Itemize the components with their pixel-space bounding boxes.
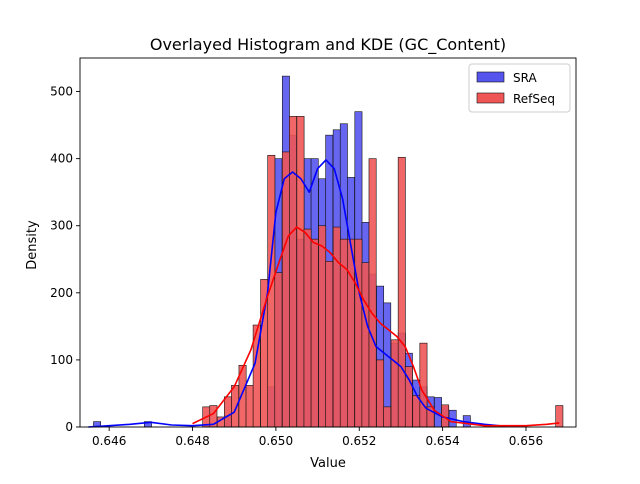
- bar-refseq-6: [245, 385, 254, 428]
- bar-refseq-25: [383, 406, 392, 428]
- bar-refseq-14: [303, 228, 312, 428]
- bar-refseq-11: [281, 151, 290, 428]
- kde-line-sra: [88, 159, 506, 428]
- y-tick-label-0: 0: [65, 420, 73, 434]
- x-tick-label-2: 0.650: [259, 434, 293, 448]
- bar-refseq-10: [274, 272, 283, 428]
- bar-refseq-29: [412, 395, 421, 428]
- y-tick-label-2: 200: [50, 286, 73, 300]
- y-tick-label-3: 300: [50, 219, 73, 233]
- legend-swatch-sra: [476, 71, 505, 83]
- axes-frame: [79, 57, 577, 428]
- bar-refseq-12: [289, 116, 297, 428]
- chart-title: Overlayed Histogram and KDE (GC_Content): [150, 35, 506, 55]
- bar-refseq-17: [325, 260, 334, 428]
- plot-area: 0.646 0.648 0.650 0.652 0.654 0.656 0 100 200 300…: [50, 57, 577, 448]
- bar-refseq-3: [224, 396, 232, 428]
- legend-label-refseq: RefSeq: [513, 92, 555, 106]
- bar-refseq-20: [346, 238, 355, 428]
- legend-label-sra: SRA: [513, 71, 537, 85]
- bar-refseq-21: [354, 238, 363, 428]
- x-tick-label-3: 0.652: [342, 434, 376, 448]
- bar-refseq-24: [376, 359, 385, 428]
- x-tick-label-1: 0.648: [175, 434, 209, 448]
- x-tick-label-5: 0.656: [509, 434, 543, 448]
- legend-swatch-refseq: [476, 92, 505, 104]
- y-axis-label: Density: [25, 220, 40, 270]
- y-tick-label-1: 100: [50, 353, 73, 367]
- bar-refseq-27: [397, 156, 406, 428]
- legend: SRA RefSeq: [468, 63, 571, 113]
- x-tick-label-4: 0.654: [425, 434, 459, 448]
- y-tick-label-5: 500: [50, 85, 73, 99]
- kde-line-refseq: [192, 226, 560, 427]
- bar-refseq-26: [390, 339, 399, 428]
- x-tick-label-0: 0.646: [92, 434, 126, 448]
- bar-refseq-15: [310, 238, 319, 428]
- bar-refseq-16: [318, 225, 327, 428]
- y-tick-label-4: 400: [50, 152, 73, 166]
- bar-refseq-13: [296, 116, 305, 428]
- bar-refseq-22: [361, 262, 370, 428]
- bar-refseq-30: [419, 342, 428, 428]
- bar-refseq-23: [368, 158, 377, 428]
- x-axis-label: Value: [310, 456, 346, 471]
